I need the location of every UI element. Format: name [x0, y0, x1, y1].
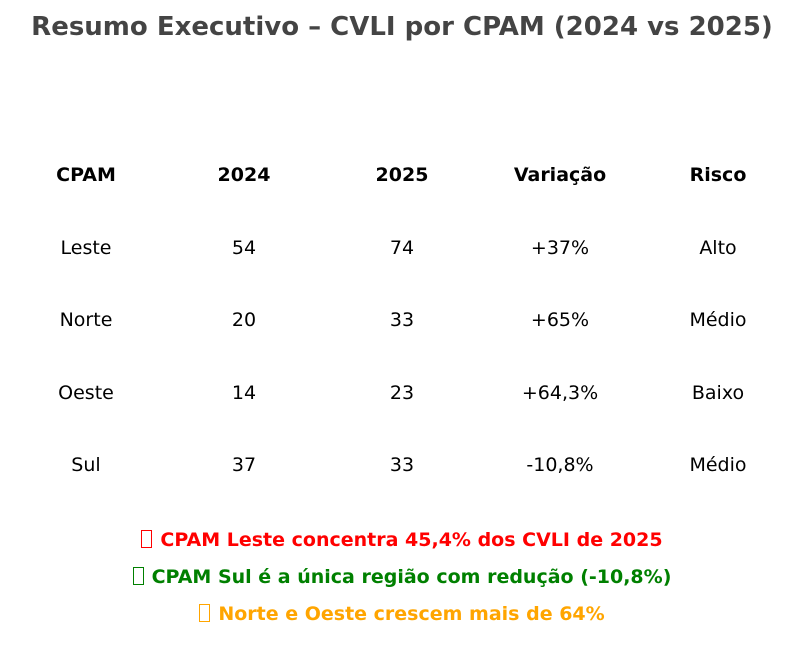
missing-glyph-icon [141, 530, 153, 548]
table-row: Norte 20 33 +65% Médio [0, 285, 810, 358]
cell-variacao: -10,8% [526, 454, 594, 476]
cell-2025: 33 [389, 309, 415, 331]
table-row: Sul 37 33 -10,8% Médio [0, 430, 810, 503]
note-text: Norte e Oeste crescem mais de 64% [218, 603, 605, 625]
page-title: Resumo Executivo – CVLI por CPAM (2024 v… [31, 12, 773, 42]
cell-2025: 74 [389, 236, 415, 259]
cell-2025: 33 [389, 454, 415, 476]
cell-2024: 54 [231, 236, 257, 259]
note-leste: CPAM Leste concentra 45,4% dos CVLI de 2… [0, 527, 804, 564]
cell-variacao: +37% [530, 236, 590, 259]
note-norte-oeste: Norte e Oeste crescem mais de 64% [0, 601, 804, 638]
column-header-2024: 2024 [217, 164, 271, 186]
column-header-cpam: CPAM [56, 164, 116, 186]
cell-cpam: Norte [59, 309, 113, 331]
cell-risco: Médio [689, 454, 747, 476]
column-header-risco: Risco [689, 164, 747, 186]
cell-risco: Médio [689, 309, 747, 331]
cell-risco: Baixo [691, 381, 745, 404]
summary-table: CPAM 2024 2025 Variação Risco Leste 54 7… [0, 140, 810, 503]
summary-notes: CPAM Leste concentra 45,4% dos CVLI de 2… [0, 527, 804, 638]
column-header-2025: 2025 [375, 164, 429, 186]
cell-2024: 20 [231, 309, 257, 331]
cell-risco: Alto [699, 236, 737, 259]
missing-glyph-icon [132, 567, 144, 585]
column-header-variacao: Variação [513, 164, 607, 186]
cell-2024: 14 [231, 381, 257, 404]
table-row: Leste 54 74 +37% Alto [0, 213, 810, 286]
note-sul: CPAM Sul é a única região com redução (-… [0, 564, 804, 601]
cell-variacao: +65% [530, 309, 590, 331]
cell-cpam: Oeste [58, 381, 114, 404]
cell-2025: 23 [389, 381, 415, 404]
table-row: Oeste 14 23 +64,3% Baixo [0, 358, 810, 431]
table-header-row: CPAM 2024 2025 Variação Risco [0, 140, 810, 213]
cell-cpam: Sul [71, 454, 101, 476]
note-text: CPAM Sul é a única região com redução (-… [151, 566, 672, 588]
note-text: CPAM Leste concentra 45,4% dos CVLI de 2… [160, 529, 663, 551]
missing-glyph-icon [199, 604, 211, 622]
cell-2024: 37 [231, 454, 257, 476]
cell-variacao: +64,3% [521, 381, 599, 404]
cell-cpam: Leste [60, 236, 112, 259]
